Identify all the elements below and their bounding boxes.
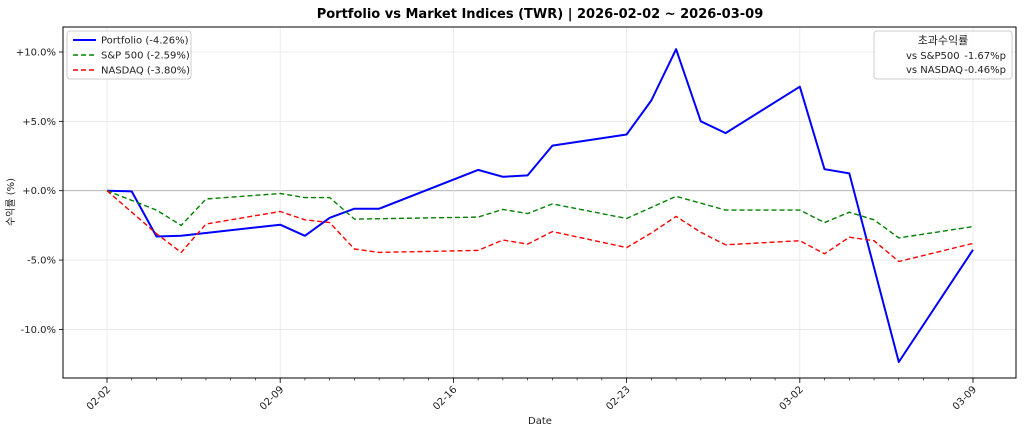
- legend-label: NASDAQ (-3.80%): [101, 66, 190, 77]
- series-line-portfolio: [106, 48, 974, 363]
- series-layer: [106, 48, 974, 363]
- excess-return-label: vs S&P500: [906, 51, 960, 62]
- y-axis-title: 수익률 (%): [5, 178, 17, 226]
- excess-return-rows: vs S&P500 -1.67%pvs NASDAQ -0.46%p: [906, 51, 1006, 76]
- excess-return-value: -0.46%p: [964, 65, 1006, 76]
- y-tick-label: +10.0%: [16, 47, 56, 58]
- excess-return-title: 초과수익률: [918, 34, 969, 47]
- x-tick-label: 03-09: [951, 384, 979, 412]
- x-tick-label: 02-16: [431, 384, 459, 412]
- legend-label: Portfolio (-4.26%): [101, 36, 189, 47]
- x-tick-label: 02-02: [85, 384, 113, 412]
- chart-title: Portfolio vs Market Indices (TWR) | 2026…: [317, 7, 764, 22]
- axis-ticks: +10.0% +5.0% +0.0% -5.0% -10.0% 02-02 02-09 02-…: [16, 47, 979, 412]
- legend-items: Portfolio (-4.26%) S&P 500 (-2.59%) NASDAQ…: [73, 36, 190, 77]
- plot-frame: [62, 26, 1017, 379]
- x-tick-label: 03-02: [778, 384, 806, 412]
- x-axis-title: Date: [528, 416, 552, 427]
- y-tick-label: -10.0%: [21, 325, 56, 336]
- y-tick-label: +5.0%: [22, 117, 56, 128]
- series-line-nasdaq: [106, 190, 974, 263]
- x-tick-label: 02-23: [604, 384, 632, 412]
- y-tick-label: -5.0%: [27, 256, 56, 267]
- legend-frame: [66, 30, 192, 80]
- excess-return-label: vs NASDAQ: [906, 65, 963, 76]
- grid-layer: [63, 27, 1016, 378]
- excess-return-value: -1.67%p: [964, 51, 1006, 62]
- excess-return-box: 초과수익률 vs S&P500 -1.67%pvs NASDAQ -0.46%p: [873, 30, 1013, 80]
- x-tick-label: 02-09: [258, 384, 286, 412]
- legend: Portfolio (-4.26%) S&P 500 (-2.59%) NASDAQ…: [66, 30, 192, 80]
- excess-return-frame: [873, 30, 1013, 80]
- y-tick-label: +0.0%: [22, 186, 56, 197]
- legend-label: S&P 500 (-2.59%): [101, 51, 190, 62]
- series-line-sp: [106, 190, 974, 239]
